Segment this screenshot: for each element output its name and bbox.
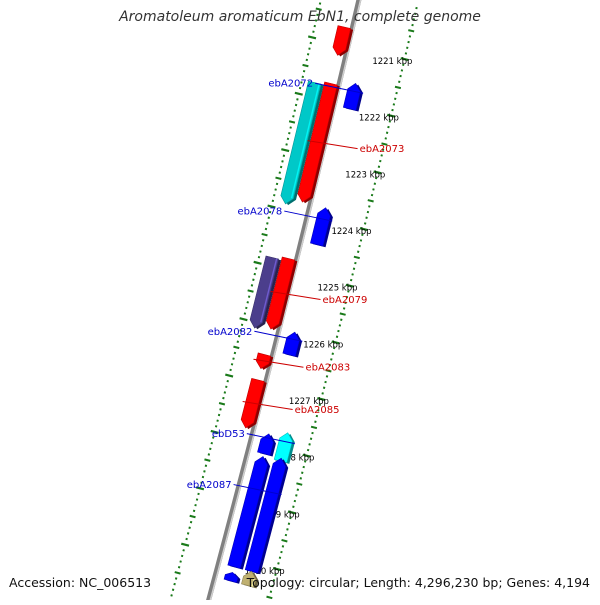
left-tick-mark [408,30,414,31]
right-tick-mark [240,318,248,320]
right-tick-mark [181,556,183,557]
right-tick-mark [211,443,213,444]
right-tick-mark [295,93,303,95]
left-tick-mark [340,313,346,314]
tick-label: 1222 kbp [359,114,399,124]
right-tick-mark [178,567,180,568]
left-tick-mark [296,483,302,485]
right-tick-mark [202,477,204,478]
left-tick-mark [311,427,317,428]
gene-label: ebA2073 [360,144,405,155]
left-tick-mark [280,552,282,553]
right-tick-mark [187,533,189,534]
left-tick-mark [303,467,305,468]
right-tick-mark [248,290,254,291]
right-tick-mark [190,516,196,518]
gene-label: ebA2085 [295,405,340,416]
left-tick-mark [300,478,302,479]
right-tick-mark [209,449,211,450]
right-tick-mark [308,36,316,38]
gene-label: ebD53 [212,429,245,440]
gene-arrow [310,208,330,246]
right-tick-mark [171,595,173,596]
gene-label: ebA2078 [237,207,282,218]
right-tick-mark [275,178,281,179]
right-tick-mark [181,544,189,546]
left-tick-mark [282,540,288,542]
left-tick-mark [292,506,294,507]
gene-label: ebA2079 [323,295,368,306]
right-tick-mark [174,584,176,585]
genes-layer [224,26,363,589]
right-tick-mark [205,466,207,467]
left-tick-mark [368,200,374,201]
left-tick-mark [294,501,296,502]
gene-label: ebA2072 [268,79,313,90]
tick-label: 1221 kbp [372,57,412,67]
right-tick-mark [196,499,198,500]
gene-label: ebA2082 [208,327,253,338]
right-tick-mark [183,550,185,551]
right-tick-mark [208,454,210,455]
right-tick-mark [180,561,182,562]
left-tick-mark [307,450,309,451]
genome-title: Aromatoleum aromaticum EbN1, complete ge… [0,9,600,25]
right-tick-mark [198,494,200,495]
tick-label: 1226 kbp [303,340,343,350]
left-tick-mark [395,87,401,88]
right-tick-mark [262,234,268,235]
right-tick-mark [175,572,181,574]
left-tick-mark [354,257,360,258]
right-tick-mark [203,471,205,472]
left-tick-mark [301,472,303,473]
left-tick-mark [277,563,279,564]
right-tick-mark [195,505,197,506]
right-tick-mark [233,347,239,348]
left-tick-mark [285,535,287,536]
tick-label: 1223 kbp [345,170,385,180]
left-tick-mark [279,557,281,558]
left-tick-mark [270,591,272,592]
left-tick-mark [286,529,288,530]
gene-label: ebA2083 [305,363,350,374]
left-tick-mark [288,523,290,524]
accession-text: Accession: NC_006513 [9,575,151,590]
left-tick-mark [295,495,297,496]
right-tick-mark [204,459,210,461]
right-tick-mark [225,375,233,377]
right-tick-mark [219,403,225,404]
right-tick-mark [190,522,192,523]
right-tick-mark [303,65,309,66]
tick-label: 1225 kbp [317,284,357,294]
right-tick-mark [175,578,177,579]
right-tick-mark [254,262,262,264]
right-tick-mark [189,528,191,529]
left-tick-mark [297,489,299,490]
right-tick-mark [281,149,289,151]
left-tick-mark [282,546,284,547]
genome-summary-text: Topology: circular; Length: 4,296,230 bp… [247,575,590,590]
gene-label: ebA2087 [187,480,232,491]
right-tick-mark [172,590,174,591]
tick-label: 1224 kbp [331,227,371,237]
right-tick-mark [215,426,217,427]
right-tick-mark [193,511,195,512]
right-tick-mark [289,121,295,122]
right-tick-mark [186,539,188,540]
left-tick-mark [267,597,273,599]
